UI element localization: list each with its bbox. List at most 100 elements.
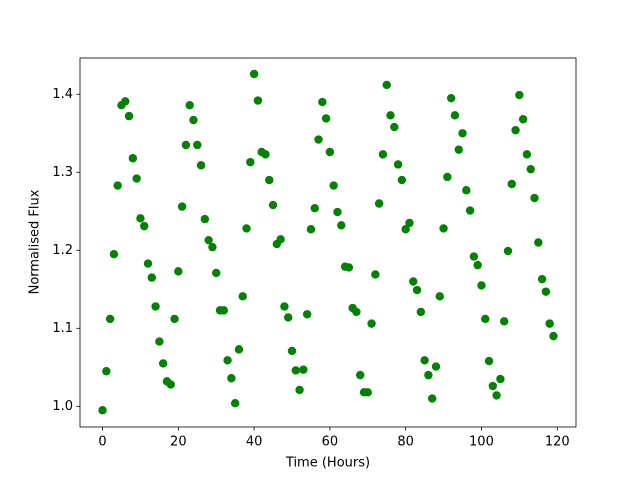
point: [299, 365, 308, 374]
point: [219, 306, 228, 315]
point: [507, 179, 516, 189]
point: [155, 337, 164, 346]
point: [98, 406, 107, 415]
point: [409, 277, 418, 286]
point: [109, 250, 119, 259]
point: [522, 150, 532, 159]
point: [458, 129, 467, 138]
point: [477, 281, 486, 290]
point: [227, 374, 236, 383]
point: [352, 307, 361, 317]
point: [363, 388, 372, 397]
point: [181, 140, 191, 150]
point: [314, 135, 323, 144]
point: [356, 370, 365, 380]
point: [200, 214, 210, 224]
point: [367, 319, 376, 328]
point: [393, 160, 403, 169]
point: [242, 224, 251, 233]
point: [230, 399, 240, 408]
point: [310, 203, 319, 213]
point: [105, 314, 115, 324]
point: [284, 313, 293, 322]
point: [371, 270, 380, 279]
point: [253, 96, 263, 105]
point: [545, 319, 554, 328]
point: [223, 356, 232, 365]
point: [386, 111, 395, 120]
point: [196, 161, 206, 170]
point: [484, 356, 494, 366]
point: [537, 274, 547, 284]
point: [306, 225, 316, 234]
point: [121, 97, 130, 106]
point: [420, 356, 429, 365]
point: [238, 292, 247, 301]
point: [496, 374, 505, 384]
point: [204, 235, 213, 245]
point: [492, 391, 501, 400]
point: [325, 147, 335, 157]
point: [412, 285, 422, 295]
point: [465, 206, 475, 215]
point: [166, 380, 175, 389]
point: [439, 224, 448, 233]
point: [136, 214, 145, 223]
point: [158, 359, 168, 368]
point: [177, 202, 187, 211]
point: [189, 115, 198, 125]
point: [454, 145, 463, 154]
point: [534, 238, 543, 247]
point: [185, 100, 194, 110]
point: [170, 314, 179, 324]
point: [435, 292, 444, 301]
point: [424, 370, 433, 380]
point: [518, 115, 528, 124]
point: [515, 90, 524, 100]
point: [473, 260, 482, 270]
point: [397, 175, 407, 185]
y-tick-label: 1.1: [52, 321, 73, 336]
point: [382, 80, 391, 90]
point: [147, 273, 157, 282]
point: [128, 154, 138, 163]
x-axis-label: Time (Hours): [285, 456, 370, 471]
point: [295, 385, 304, 395]
point: [124, 111, 134, 121]
point: [337, 221, 346, 230]
y-axis-label: Normalised Flux: [28, 189, 43, 294]
point: [549, 331, 558, 341]
x-tick-label: 80: [397, 435, 414, 450]
point: [318, 97, 327, 107]
x-tick-label: 40: [246, 435, 263, 450]
point: [469, 252, 479, 261]
point: [503, 246, 513, 256]
point: [302, 310, 312, 319]
point: [268, 200, 278, 210]
point: [462, 186, 471, 195]
point: [151, 302, 160, 311]
point: [234, 345, 244, 354]
point: [488, 381, 498, 391]
point: [208, 242, 217, 252]
point: [541, 287, 551, 296]
point: [321, 114, 331, 123]
x-tick-label: 0: [98, 435, 106, 450]
point: [378, 150, 388, 159]
point: [481, 314, 490, 324]
point: [401, 225, 410, 234]
point: [405, 218, 414, 228]
point: [140, 221, 149, 231]
point: [333, 207, 342, 217]
point: [450, 111, 460, 120]
point: [446, 93, 456, 103]
point: [261, 150, 270, 159]
point: [246, 157, 255, 167]
x-tick-label: 60: [322, 435, 339, 450]
axes-frame: [79, 57, 577, 428]
point: [113, 181, 122, 190]
x-tick-label: 20: [170, 435, 187, 450]
point: [287, 346, 297, 356]
point: [212, 268, 221, 278]
